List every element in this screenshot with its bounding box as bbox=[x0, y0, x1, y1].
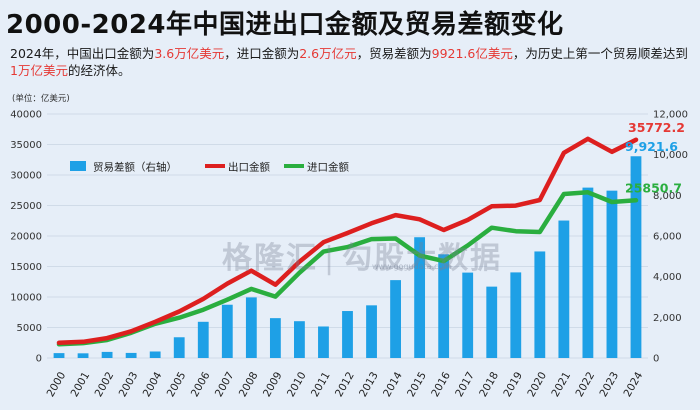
x-tick-label: 2006 bbox=[189, 370, 213, 399]
x-tick-label: 2010 bbox=[285, 370, 309, 399]
x-tick-label: 2005 bbox=[165, 370, 189, 399]
subtitle-text: ，进口金额为 bbox=[224, 46, 300, 61]
watermark-product: 勾股大数据 bbox=[342, 241, 503, 276]
y-right-tick-label: 6,000 bbox=[653, 232, 682, 243]
x-tick-label: 2013 bbox=[357, 370, 381, 399]
bar-trade-balance bbox=[173, 337, 185, 358]
bar-trade-balance bbox=[125, 352, 137, 358]
bar-trade-balance bbox=[558, 220, 570, 358]
x-tick-label: 2020 bbox=[525, 370, 549, 399]
y-left-tick-label: 35000 bbox=[10, 140, 42, 151]
x-tick-label: 2008 bbox=[237, 370, 261, 399]
bar-trade-balance bbox=[414, 237, 426, 358]
x-tick-label: 2012 bbox=[333, 370, 357, 399]
x-tick-label: 2018 bbox=[477, 370, 501, 399]
y-left-tick-label: 30000 bbox=[10, 171, 42, 182]
subtitle-text: 2024年，中国出口金额为 bbox=[10, 46, 155, 61]
legend-swatch-bar bbox=[70, 161, 86, 171]
bar-trade-balance bbox=[366, 305, 377, 358]
bar-trade-balance bbox=[101, 351, 113, 358]
x-tick-label: 2003 bbox=[117, 370, 141, 399]
subtitle-text: 的经济体。 bbox=[67, 63, 131, 78]
y-left-tick-label: 10000 bbox=[10, 293, 42, 304]
chart-title: 2000-2024年中国进出口金额及贸易差额变化 bbox=[6, 10, 564, 40]
x-tick-label: 2004 bbox=[141, 370, 165, 399]
x-tick-label: 2016 bbox=[429, 370, 453, 399]
x-tick-label: 2015 bbox=[405, 370, 429, 399]
y-right-tick-label: 4,000 bbox=[653, 272, 682, 283]
x-tick-label: 2023 bbox=[597, 370, 621, 399]
subtitle-text: ，为历史上第一个贸易顺差达到 bbox=[512, 46, 688, 61]
annotation-import-last: 25850.7 bbox=[625, 180, 682, 195]
x-tick-label: 2022 bbox=[573, 370, 597, 399]
y-left-tick-label: 15000 bbox=[10, 262, 42, 273]
bar-trade-balance bbox=[510, 272, 522, 358]
chart-subtitle: 2024年，中国出口金额为3.6万亿美元，进口金额为2.6万亿元，贸易差额为99… bbox=[10, 45, 690, 79]
bar-trade-balance bbox=[486, 286, 498, 358]
subtitle-highlight: 9921.6亿美元 bbox=[431, 46, 513, 61]
x-tick-label: 2024 bbox=[622, 370, 646, 399]
bar-trade-balance bbox=[245, 297, 257, 358]
bar-trade-balance bbox=[77, 353, 89, 358]
line-export bbox=[56, 136, 639, 346]
subtitle-highlight: 3.6万亿美元 bbox=[154, 46, 225, 61]
y-left-tick-label: 25000 bbox=[10, 201, 42, 212]
bar-trade-balance bbox=[294, 321, 305, 358]
x-tick-label: 2014 bbox=[381, 370, 405, 399]
legend-label-export: 出口金额 bbox=[228, 161, 270, 174]
y-left-tick-label: 5000 bbox=[17, 323, 42, 334]
bar-trade-balance bbox=[53, 353, 65, 358]
watermark-separator: | bbox=[324, 241, 337, 276]
subtitle-highlight: 2.6万亿元 bbox=[299, 46, 357, 61]
bar-trade-balance bbox=[318, 326, 329, 358]
x-tick-label: 2002 bbox=[93, 370, 117, 399]
watermark: 格隆汇 | 勾股大数据 bbox=[222, 233, 502, 277]
bar-trade-balance bbox=[342, 311, 353, 358]
x-tick-label: 2000 bbox=[45, 370, 69, 399]
y-left-tick-label: 20000 bbox=[10, 232, 42, 243]
annotation-export-last: 35772.2 bbox=[628, 120, 685, 135]
y-left-tick-label: 0 bbox=[36, 354, 42, 365]
subtitle-highlight: 1万亿美元 bbox=[10, 63, 68, 78]
subtitle-text: ，贸易差额为 bbox=[356, 46, 432, 61]
x-tick-label: 2011 bbox=[309, 370, 333, 399]
x-tick-label: 2001 bbox=[69, 370, 93, 399]
unit-label: (单位：亿美元) bbox=[12, 94, 70, 104]
bar-trade-balance bbox=[149, 351, 161, 358]
bar-trade-balance bbox=[221, 304, 233, 358]
bar-trade-balance bbox=[582, 187, 594, 358]
annotation-balance-last: 9,921.6 bbox=[625, 139, 678, 154]
bar-trade-balance bbox=[462, 272, 474, 358]
watermark-url: www.gogudata.com bbox=[372, 262, 452, 271]
bar-trade-balance bbox=[269, 318, 281, 358]
y-right-tick-label: 2,000 bbox=[653, 313, 682, 324]
y-left-tick-label: 40000 bbox=[10, 110, 42, 121]
y-right-tick-label: 0 bbox=[653, 354, 659, 365]
x-tick-label: 2007 bbox=[213, 370, 237, 399]
y-right-tick-label: 8,000 bbox=[653, 191, 682, 202]
x-tick-label: 2019 bbox=[501, 370, 525, 399]
bar-trade-balance bbox=[630, 156, 642, 358]
x-tick-label: 2009 bbox=[261, 370, 285, 399]
watermark-brand: 格隆汇 bbox=[222, 241, 318, 276]
x-tick-label: 2017 bbox=[453, 370, 477, 399]
bar-trade-balance bbox=[197, 321, 209, 358]
bar-trade-balance bbox=[438, 254, 450, 358]
legend-label-bar: 贸易差额（右轴） bbox=[93, 161, 177, 174]
bar-trade-balance bbox=[390, 280, 401, 358]
x-tick-label: 2021 bbox=[549, 370, 573, 399]
y-right-tick-label: 12,000 bbox=[653, 110, 688, 121]
y-right-tick-label: 10,000 bbox=[653, 150, 688, 161]
legend-label-import: 进口金额 bbox=[307, 161, 349, 174]
bar-trade-balance bbox=[534, 251, 546, 358]
bar-trade-balance bbox=[606, 190, 618, 358]
